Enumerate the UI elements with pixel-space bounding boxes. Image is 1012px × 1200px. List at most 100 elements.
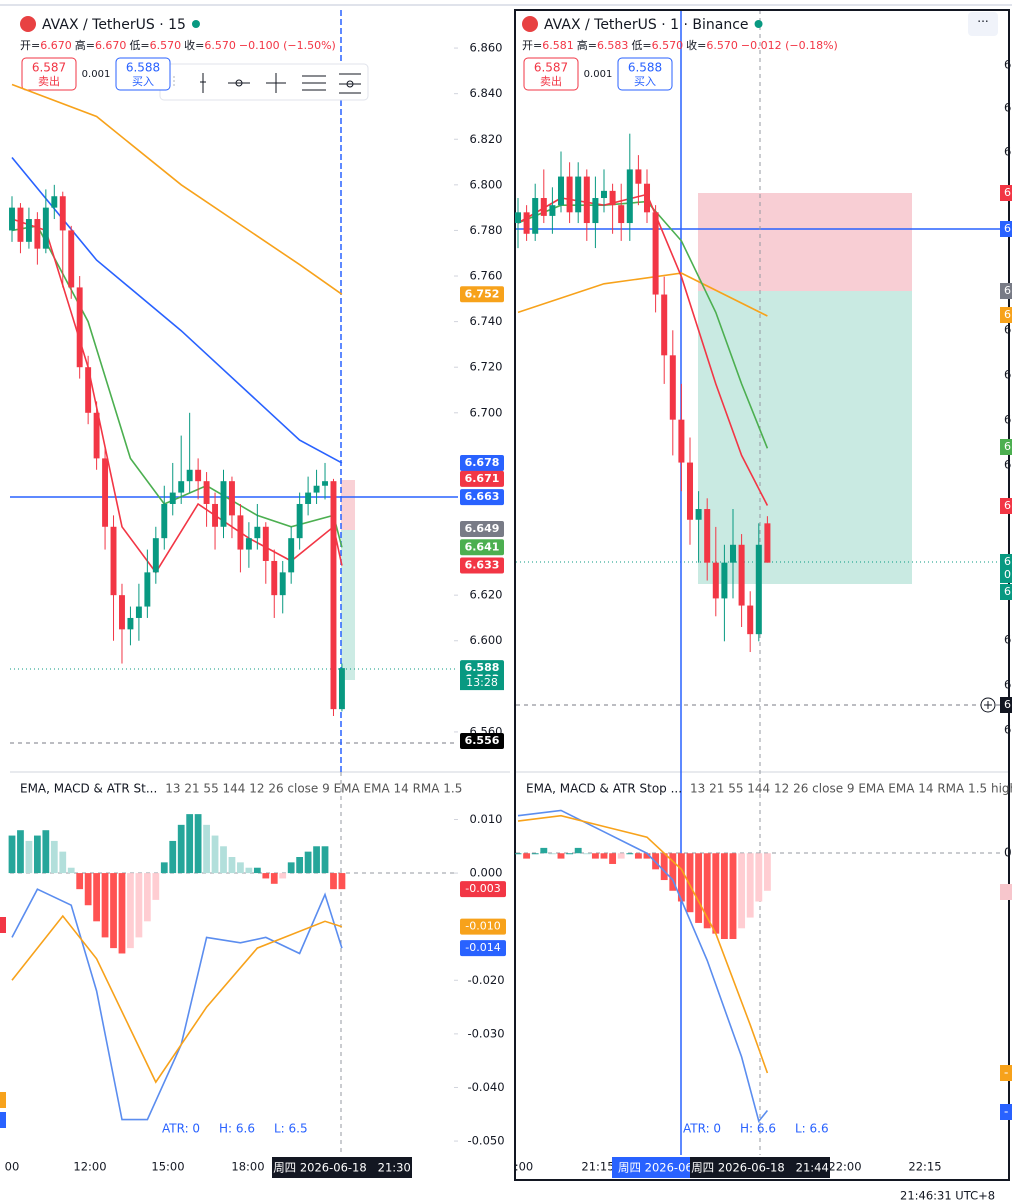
candle-body [764,523,771,563]
clipped-label [0,1092,6,1108]
candle-body [279,572,286,596]
y-tick-label: - [1004,1066,1008,1080]
price-label: 6.678 [465,456,500,469]
histogram-bar [118,873,126,954]
price-label: 6.556 [465,734,500,747]
histogram-bar [712,853,720,934]
candle-body [254,526,261,539]
price-label: 6.633 [465,559,500,572]
ohlc-value: 6.570 [706,39,738,52]
histogram-bar [755,853,763,902]
y-tick-label: -0.040 [467,1080,504,1094]
price-label: 6.752 [465,287,500,300]
atr-label: ATR: 0 [162,1122,200,1136]
histogram-bar [76,873,84,890]
y-tick-label: 0.000 [470,866,503,880]
indicator-title: EMA, MACD & ATR Stop ... [526,782,682,796]
ohlc-value: 6.570 [204,39,236,52]
price-label: 6 [1004,499,1011,512]
sell-button[interactable] [523,57,579,91]
y-tick-label: 0 [1004,846,1012,860]
y-tick-label: -0.030 [467,1026,504,1040]
y-tick-label: -0.050 [467,1134,504,1148]
candle-body [755,544,762,635]
histogram-bar [253,867,261,874]
value-label: -0.010 [465,920,500,933]
price-label-box [1000,185,1012,201]
candle-body [661,294,668,356]
histogram-bar [33,835,41,874]
candle-body [575,176,582,213]
more-button[interactable] [968,12,998,36]
candle-body [34,219,41,249]
histogram-bar [93,873,100,922]
sell-button[interactable] [21,57,77,91]
histogram-bar [194,814,202,874]
candle-body [152,538,159,573]
value-label-box [460,881,506,898]
candle-body [557,176,565,206]
candle-body [635,169,642,184]
histogram-bar [617,853,625,859]
price-label: 6 [1004,186,1011,199]
candle-body [729,544,737,563]
histogram-bar [531,853,539,855]
sell-label: 卖出 [38,74,60,88]
price-pane: 6.860 6.840 6.820 6.800 6.780 6.760 6.740 6.720… [9,41,503,738]
candle-body [549,205,556,216]
price-label-box [460,470,504,487]
candle-body [695,509,702,520]
histogram-bar [42,830,50,874]
candle-body [738,544,745,606]
y-tick-label: 6.780 [470,223,503,237]
price-label: 6.671 [465,472,500,485]
candle-body [93,412,100,459]
ohlc-label: 收= [686,38,706,52]
candle-body [161,503,168,539]
histogram-bar [143,873,151,922]
value-label: -0.003 [465,882,500,895]
histogram-bar [220,846,227,874]
buy-button[interactable] [115,57,171,91]
histogram-bar [677,853,685,902]
candle-body [712,562,719,599]
histogram-bar [211,835,219,874]
ohlc-label: 高= [75,38,95,52]
histogram-bar [515,853,522,855]
candle-body [9,207,15,231]
value-label-box [460,940,506,957]
price-label-box [1000,697,1012,713]
y-tick-label: 6.740 [470,314,503,328]
price-label-box [1000,307,1012,323]
candle-body [144,572,151,607]
indicator-line [517,814,769,1074]
price-label: 6.649 [465,522,500,535]
price-label-box [1000,584,1012,600]
status-dot [191,20,200,28]
indicator-line [11,83,343,295]
spread: 0.001 [584,69,613,80]
histogram-bar [177,824,185,874]
y-tick-label: 0.010 [470,812,503,826]
histogram-bar [643,853,651,859]
candle-body [228,481,235,516]
price-label: 6.588 [465,661,500,674]
y-tick-label: 6 [1004,723,1011,737]
buy-label: 买入 [132,75,154,88]
buy-button[interactable] [617,57,673,91]
candle-body [686,462,694,520]
candle-body [271,560,278,596]
histogram-bar [634,853,642,859]
histogram-bar [304,851,312,874]
histogram-bar [135,873,143,938]
candle-body [237,515,244,550]
histogram-bar [110,873,117,949]
value-label-box [460,918,506,935]
candle-body [721,562,728,599]
histogram-bar [746,853,754,918]
candle-body [523,212,530,234]
change: −0.012 (−0.18%) [741,39,838,52]
histogram-bar [540,847,548,854]
